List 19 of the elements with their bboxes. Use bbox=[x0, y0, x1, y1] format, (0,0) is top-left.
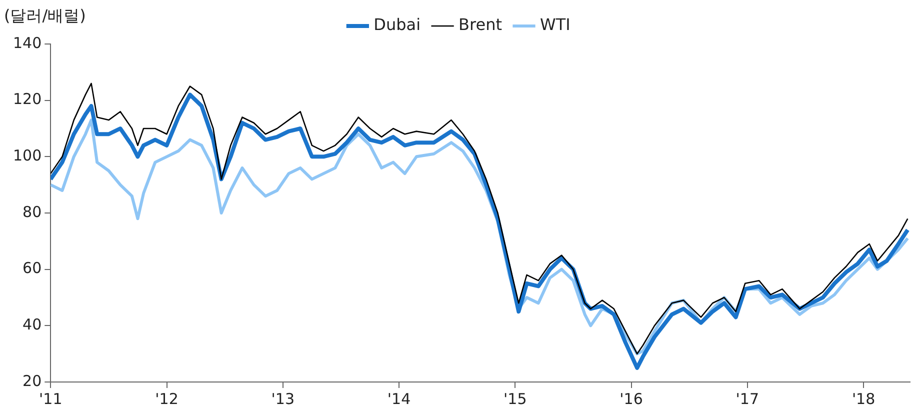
y-tick-label: 60 bbox=[22, 259, 42, 278]
y-tick-label: 140 bbox=[12, 34, 42, 52]
y-tick-label: 20 bbox=[22, 372, 42, 390]
y-tick-label: 40 bbox=[22, 316, 42, 334]
x-tick-label: '12 bbox=[155, 390, 178, 408]
legend-label: WTI bbox=[540, 15, 570, 34]
x-tick-label: '17 bbox=[736, 390, 760, 408]
y-tick-label: 100 bbox=[12, 146, 42, 165]
y-axis-title: (달러/배럴) bbox=[4, 6, 86, 27]
y-tick-label: 120 bbox=[12, 90, 42, 108]
x-tick-label: '18 bbox=[852, 390, 876, 408]
x-tick-label: '15 bbox=[504, 390, 527, 408]
legend-label: Dubai bbox=[374, 15, 421, 34]
x-tick-label: '11 bbox=[39, 390, 62, 408]
x-tick-label: '16 bbox=[620, 390, 643, 408]
y-tick-label: 80 bbox=[22, 202, 42, 221]
legend-label: Brent bbox=[458, 15, 502, 34]
x-tick-label: '14 bbox=[387, 390, 411, 408]
x-tick-label: '13 bbox=[271, 390, 294, 408]
